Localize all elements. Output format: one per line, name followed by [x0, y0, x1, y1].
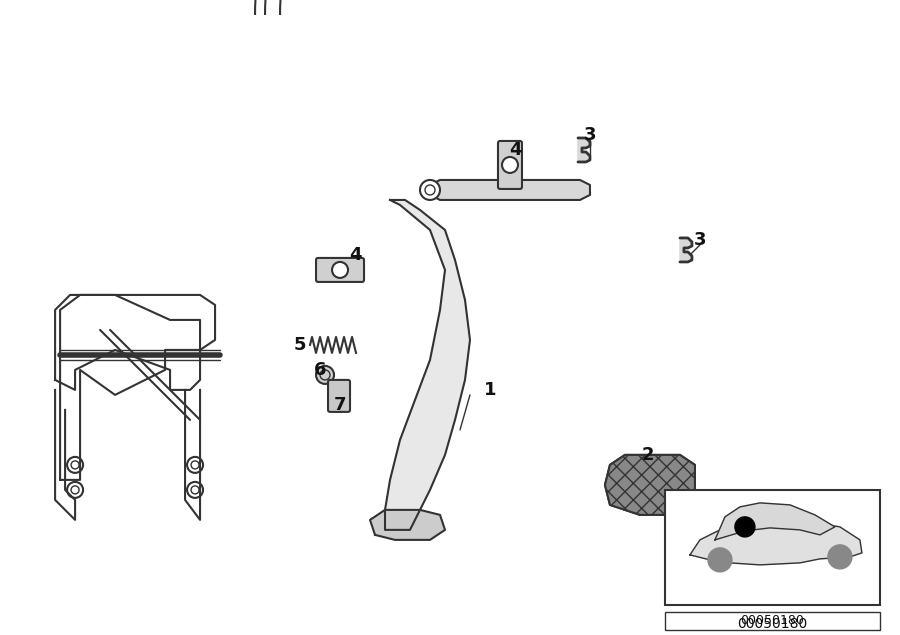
Text: 1: 1 — [483, 381, 496, 399]
Polygon shape — [385, 200, 470, 530]
Text: 00050180: 00050180 — [741, 615, 805, 627]
Circle shape — [502, 157, 518, 173]
FancyBboxPatch shape — [665, 612, 880, 630]
Text: 5: 5 — [293, 336, 306, 354]
Polygon shape — [605, 455, 695, 515]
Circle shape — [828, 545, 852, 569]
Polygon shape — [690, 517, 862, 565]
FancyBboxPatch shape — [498, 141, 522, 189]
Text: 00050180: 00050180 — [737, 617, 807, 631]
Text: 2: 2 — [642, 446, 654, 464]
Polygon shape — [430, 180, 590, 200]
Polygon shape — [370, 510, 445, 540]
Circle shape — [708, 548, 732, 572]
Circle shape — [420, 180, 440, 200]
FancyBboxPatch shape — [665, 490, 880, 605]
FancyBboxPatch shape — [316, 258, 364, 282]
FancyBboxPatch shape — [328, 380, 350, 412]
Polygon shape — [680, 238, 692, 262]
Text: 4: 4 — [349, 246, 361, 264]
Circle shape — [735, 517, 755, 537]
Polygon shape — [715, 503, 835, 540]
Text: 3: 3 — [584, 126, 596, 144]
Circle shape — [316, 366, 334, 384]
Text: 3: 3 — [694, 231, 706, 249]
Polygon shape — [605, 455, 695, 515]
Polygon shape — [578, 138, 590, 162]
Circle shape — [332, 262, 348, 278]
Text: 4: 4 — [508, 141, 521, 159]
Text: 6: 6 — [314, 361, 327, 379]
Text: 7: 7 — [334, 396, 346, 414]
